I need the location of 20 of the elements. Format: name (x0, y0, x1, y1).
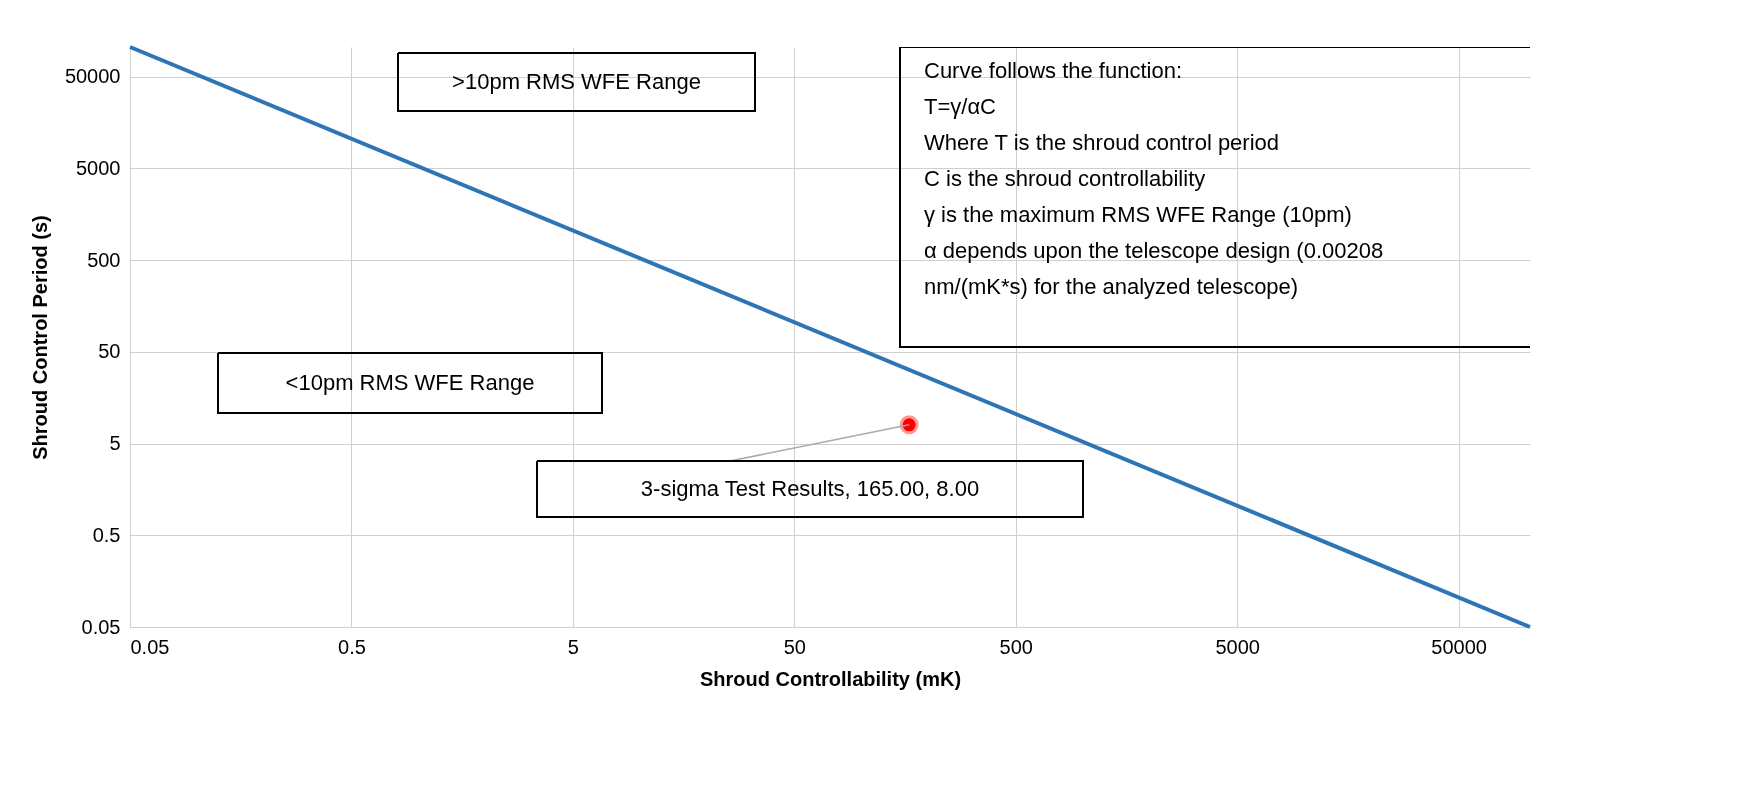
annotation: Curve follows the function: T=γ/αC Where T is the shroud control period C is the shroud controllability γ is the maximum RMS WFE Range (10pm) α depends upon the telescope design (0.00208 nm/(mK*s) for the analyzed telescope) (924, 58, 1384, 299)
y-tick-label: 500 (87, 248, 121, 271)
annotation: >10pm RMS WFE Range (452, 69, 701, 94)
x-tick-label: 50000 (1431, 635, 1487, 658)
x-tick-label: 0.5 (338, 635, 366, 658)
x-tick-label: 0.05 (130, 635, 170, 658)
annotation: 3-sigma Test Results, 165.00, 8.00 (640, 476, 980, 501)
annotation: <10pm RMS WFE Range (285, 370, 535, 395)
x-tick-label: 500 (999, 635, 1033, 658)
y-tick-label: 50 (98, 340, 121, 363)
y-axis-title: Shroud Control Period (s) (28, 215, 51, 460)
x-tick-label: 5000 (1215, 635, 1260, 658)
y-tick-label: 5 (109, 432, 121, 455)
x-axis-title: Shroud Controllability (mK) (699, 667, 962, 690)
y-tick-label: 0.05 (81, 615, 121, 638)
x-tick-label: 5 (567, 635, 579, 658)
y-tick-label: 5000 (76, 156, 121, 179)
x-tick-label: 50 (783, 635, 806, 658)
y-tick-label: 0.5 (92, 523, 121, 546)
y-tick-label: 50000 (64, 65, 121, 88)
